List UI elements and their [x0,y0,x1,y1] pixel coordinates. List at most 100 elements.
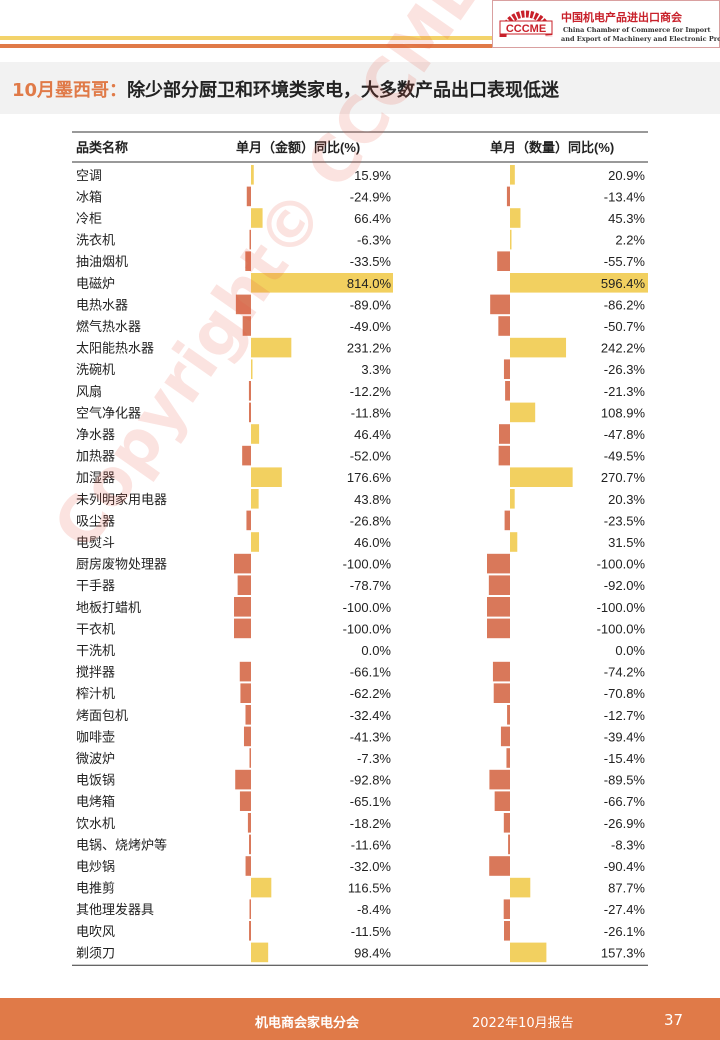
value-label: -12.2% [350,384,392,399]
value-label: 43.8% [354,492,391,507]
bar-negative [245,705,251,725]
value-label: -32.0% [350,859,392,874]
bar-negative [493,683,510,703]
value-label: -90.4% [604,859,646,874]
bar-negative [492,661,510,682]
value-label: -41.3% [350,729,392,744]
value-label: -11.6% [351,837,392,852]
value-label: -24.9% [350,189,392,204]
value-label: -7.3% [357,751,391,766]
footer-org: 机电商会家电分会 [255,1016,360,1031]
value-label: -100.0% [343,600,392,615]
category-label: 洗碗机 [76,362,115,377]
category-label: 榨汁机 [76,686,115,701]
category-label: 空调 [76,168,102,183]
bar-negative [235,769,251,790]
value-label: 596.4% [601,276,646,291]
bar-positive [510,467,573,487]
value-label: 116.5% [348,881,392,896]
bar-negative [507,705,510,725]
bar-positive [251,165,254,185]
value-label: -66.1% [350,665,392,680]
bar-negative [489,856,510,876]
category-label: 干手器 [76,578,115,593]
value-label: -39.4% [604,729,646,744]
org-name-cn: 中国机电产品进出口商会 [561,11,682,24]
bar-negative [243,726,251,747]
value-label: 45.3% [608,211,645,226]
logo-text: CCCME [506,23,546,35]
bar-negative [488,575,510,595]
value-label: -92.0% [604,578,646,593]
category-label: 吸尘器 [76,513,115,528]
bar-positive [251,877,272,898]
value-label: 231.2% [347,341,392,356]
value-label: -100.0% [597,557,646,572]
org-name-en-1: China Chamber of Commerce for Import [563,26,711,34]
bar-negative [487,553,510,574]
bar-positive [510,877,531,898]
bar-negative [498,445,510,466]
bar-positive [251,942,269,963]
bar-negative [248,402,251,423]
value-label: -13.4% [604,189,646,204]
bar-positive [251,208,263,228]
value-label: -66.7% [604,794,646,809]
bar-positive [510,402,536,423]
category-label: 电饭锅 [76,773,115,788]
value-label: -15.4% [604,751,646,766]
bar-negative [237,575,251,595]
bar-positive [251,359,253,379]
value-label: -92.8% [350,773,392,788]
page-title: 10月墨西哥：除少部分厨卫和环境类家电，大多数产品出口表现低迷 [12,76,559,102]
bar-negative [234,597,251,617]
header-rule-orange [0,44,494,48]
bar-negative [248,381,251,401]
category-label: 太阳能热水器 [76,341,154,356]
category-label: 咖啡壶 [76,729,115,744]
category-label: 加热器 [76,449,115,464]
bar-positive [251,467,282,487]
bar-negative [499,424,510,444]
bar-negative [234,553,251,574]
bar-negative [246,510,251,531]
category-label: 电推剪 [76,881,115,896]
bar-positive [251,424,260,444]
value-label: -49.0% [350,319,392,334]
bar-negative [245,856,251,876]
value-label: 157.3% [601,945,646,960]
value-label: -100.0% [597,621,646,636]
org-logo: CCCME 中国机电产品进出口商会 China Chamber of Comme… [492,0,720,48]
cccme-logo-icon: CCCME [499,10,553,38]
value-label: -8.4% [357,902,391,917]
value-label: -11.8% [351,405,392,420]
category-label: 电热水器 [76,297,128,312]
value-label: -100.0% [343,621,392,636]
category-label: 电炒锅 [76,859,115,874]
bar-positive [510,165,515,185]
bar-negative [503,921,510,941]
value-label: -100.0% [597,600,646,615]
bar-negative [503,813,510,833]
org-name-en-2: and Export of Machinery and Electronic P… [561,35,720,43]
title-text: 除少部分厨卫和环境类家电，大多数产品出口表现低迷 [127,80,560,101]
bar-negative [240,683,251,703]
value-label: -89.5% [604,773,646,788]
value-label: -33.5% [350,254,392,269]
bar-negative [235,294,251,315]
category-label: 厨房废物处理器 [76,557,167,572]
category-label: 抽油烟机 [76,254,128,269]
value-label: -18.2% [350,816,392,831]
value-label: -74.2% [604,665,646,680]
value-label: -100.0% [343,557,392,572]
page-footer: 机电商会家电分会 2022年10月报告 37 [0,998,720,1040]
bar-positive [251,337,292,358]
bar-negative [249,834,251,855]
value-label: -27.4% [604,902,646,917]
footer-report: 2022年10月报告 [472,1016,574,1031]
value-label: -70.8% [604,686,646,701]
bar-positive [510,273,648,293]
category-label: 冷柜 [76,211,102,226]
value-label: 98.4% [354,945,391,960]
bar-negative [490,294,510,315]
